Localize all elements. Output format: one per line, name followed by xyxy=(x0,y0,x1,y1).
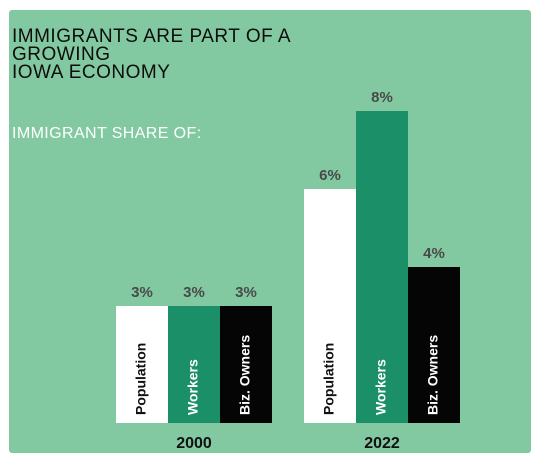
bar-2022-biz-owners xyxy=(408,267,460,423)
series-name-2022-biz-owners: Biz. Owners xyxy=(425,335,441,415)
series-name-2000-workers: Workers xyxy=(185,359,201,415)
value-label-2022-population: 6% xyxy=(319,167,341,184)
title-line-2: GROWING xyxy=(12,44,111,65)
category-label-2022: 2022 xyxy=(364,435,400,452)
bar-2022-workers xyxy=(356,111,408,423)
bar-2022-population xyxy=(304,189,356,423)
title-line-1: IMMIGRANTS ARE PART OF A xyxy=(12,26,292,47)
series-name-2022-workers: Workers xyxy=(373,359,389,415)
value-label-2000-biz-owners: 3% xyxy=(235,284,257,301)
series-name-2000-population: Population xyxy=(133,343,149,415)
bar-2000-workers xyxy=(168,306,220,423)
series-name-2000-biz-owners: Biz. Owners xyxy=(237,335,253,415)
chart-title: IMMIGRANTS ARE PART OF A GROWING IOWA EC… xyxy=(12,26,392,83)
category-label-2000: 2000 xyxy=(176,435,212,452)
title-line-3: IOWA ECONOMY xyxy=(12,62,171,83)
chart-subtitle: IMMIGRANT SHARE OF: xyxy=(12,125,202,142)
bar-2000-population xyxy=(116,306,168,423)
series-name-2022-population: Population xyxy=(321,343,337,415)
bar-2000-biz-owners xyxy=(220,306,272,423)
value-label-2022-workers: 8% xyxy=(371,89,393,106)
value-label-2000-population: 3% xyxy=(131,284,153,301)
value-label-2000-workers: 3% xyxy=(183,284,205,301)
value-label-2022-biz-owners: 4% xyxy=(423,245,445,262)
